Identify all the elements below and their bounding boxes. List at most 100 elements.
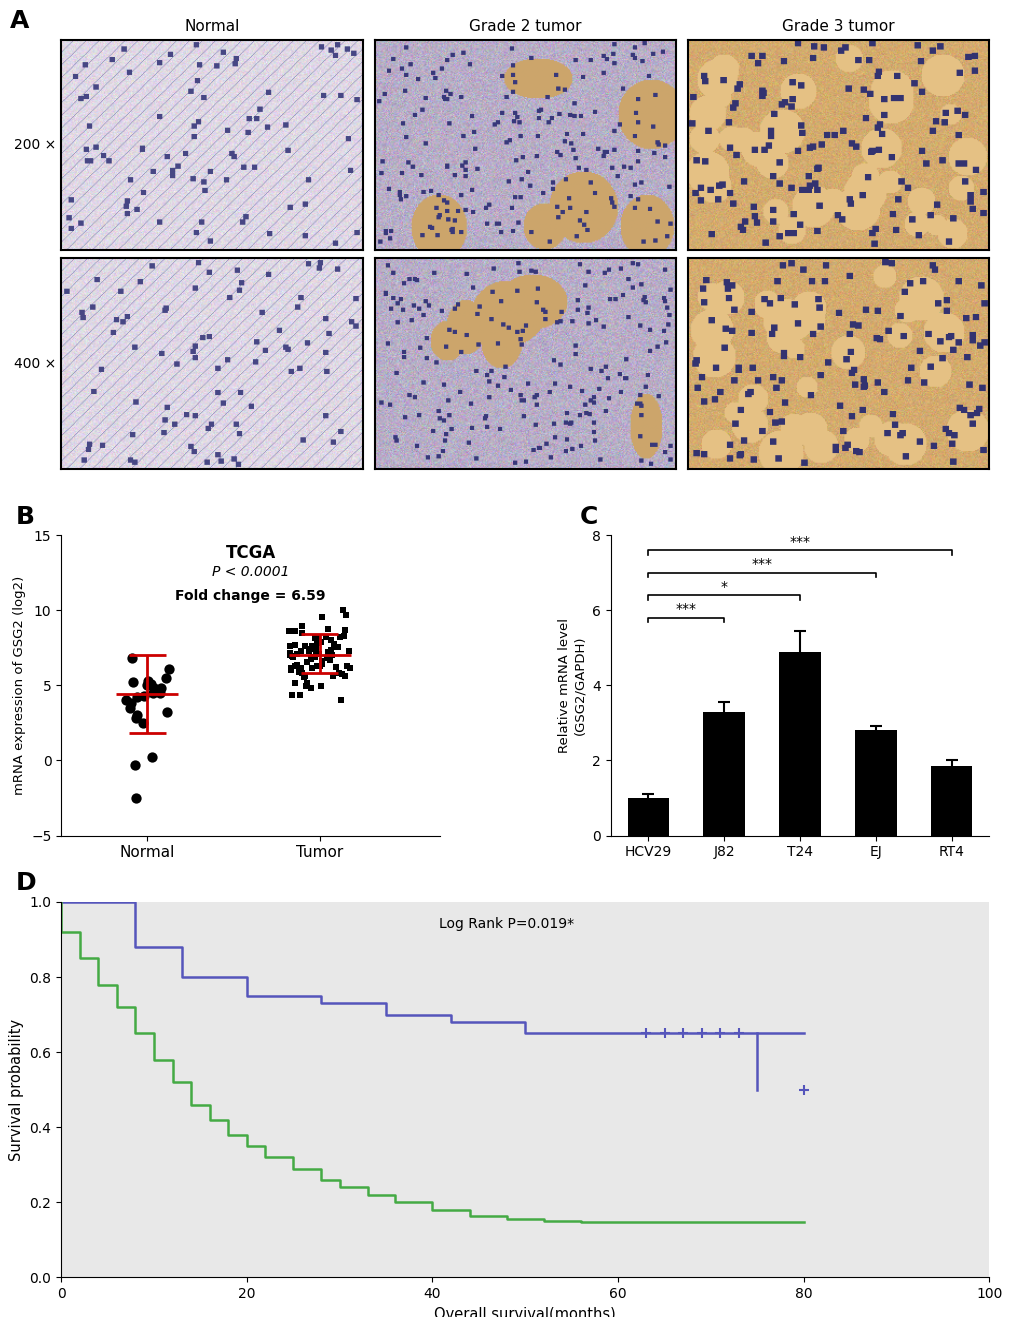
Point bbox=[146, 678, 162, 699]
Point bbox=[324, 665, 340, 686]
Bar bbox=[854, 731, 896, 835]
Point bbox=[329, 636, 345, 657]
Point bbox=[308, 626, 324, 647]
Point bbox=[334, 599, 351, 620]
Point bbox=[342, 657, 359, 678]
Point bbox=[299, 652, 315, 673]
Point bbox=[293, 662, 310, 684]
Point bbox=[288, 644, 305, 665]
Point bbox=[314, 607, 330, 628]
Point bbox=[340, 641, 357, 662]
Point bbox=[335, 626, 352, 647]
Point bbox=[296, 666, 312, 687]
Point bbox=[323, 644, 339, 665]
Point bbox=[123, 693, 140, 714]
Text: Normal: Normal bbox=[184, 20, 239, 34]
Point bbox=[303, 648, 319, 669]
Point bbox=[338, 656, 355, 677]
Point bbox=[311, 644, 327, 665]
Point bbox=[314, 651, 330, 672]
Text: Fold change = 6.59: Fold change = 6.59 bbox=[175, 589, 325, 603]
Point bbox=[303, 635, 319, 656]
Point bbox=[159, 702, 175, 723]
Text: 200 ×: 200 × bbox=[14, 138, 56, 151]
Text: P < 0.0001: P < 0.0001 bbox=[212, 565, 289, 579]
Point bbox=[121, 697, 138, 718]
Point bbox=[320, 647, 336, 668]
Point bbox=[127, 755, 144, 776]
Text: Grade 3 tumor: Grade 3 tumor bbox=[782, 20, 894, 34]
Text: D: D bbox=[15, 872, 36, 896]
Point bbox=[281, 620, 298, 641]
Point bbox=[309, 632, 325, 653]
Point bbox=[322, 630, 338, 651]
Bar bbox=[929, 766, 971, 835]
Point bbox=[282, 644, 299, 665]
Text: Grade 2 tumor: Grade 2 tumor bbox=[469, 20, 581, 34]
X-axis label: Overall survival(months): Overall survival(months) bbox=[434, 1306, 615, 1317]
Point bbox=[337, 605, 354, 626]
Point bbox=[314, 653, 330, 674]
Point bbox=[303, 677, 319, 698]
Text: Log Rank P=0.019*: Log Rank P=0.019* bbox=[439, 917, 574, 931]
Point bbox=[144, 747, 160, 768]
Point bbox=[312, 656, 328, 677]
Text: ***: *** bbox=[676, 602, 696, 616]
Point bbox=[330, 662, 346, 684]
Point bbox=[288, 655, 305, 676]
Point bbox=[304, 657, 320, 678]
Point bbox=[282, 657, 299, 678]
Point bbox=[292, 657, 309, 678]
Text: *: * bbox=[720, 579, 727, 594]
Y-axis label: Relative mRNA level
(GSG2/GAPDH): Relative mRNA level (GSG2/GAPDH) bbox=[557, 618, 586, 753]
Point bbox=[306, 647, 322, 668]
Point bbox=[322, 639, 338, 660]
Point bbox=[320, 641, 336, 662]
Point bbox=[293, 615, 310, 636]
Point bbox=[320, 618, 336, 639]
Point bbox=[325, 633, 341, 655]
Point bbox=[286, 620, 303, 641]
Text: A: A bbox=[10, 9, 30, 33]
Point bbox=[143, 673, 159, 694]
Point bbox=[319, 648, 335, 669]
Point bbox=[161, 658, 177, 680]
Text: B: B bbox=[15, 504, 35, 528]
Point bbox=[318, 627, 334, 648]
Bar bbox=[627, 798, 668, 835]
Point bbox=[151, 682, 167, 703]
Point bbox=[306, 647, 322, 668]
Point bbox=[305, 647, 321, 668]
Point bbox=[337, 666, 354, 687]
Point bbox=[283, 645, 300, 666]
Point bbox=[308, 641, 324, 662]
Point bbox=[286, 635, 303, 656]
Text: ***: *** bbox=[751, 557, 771, 572]
Point bbox=[313, 676, 329, 697]
Point bbox=[291, 685, 308, 706]
Point bbox=[299, 673, 315, 694]
Point bbox=[310, 656, 326, 677]
Text: 400 ×: 400 × bbox=[14, 357, 56, 370]
Text: C: C bbox=[580, 504, 598, 528]
Point bbox=[128, 705, 145, 726]
Point bbox=[283, 660, 300, 681]
Point bbox=[290, 661, 307, 682]
Y-axis label: mRNA expression of GSG2 (log2): mRNA expression of GSG2 (log2) bbox=[12, 576, 25, 795]
Point bbox=[287, 672, 304, 693]
Y-axis label: Survival probability: Survival probability bbox=[9, 1018, 23, 1160]
Point bbox=[140, 670, 156, 691]
Point bbox=[301, 640, 317, 661]
Point bbox=[297, 665, 313, 686]
Point bbox=[124, 672, 141, 693]
Point bbox=[127, 707, 144, 728]
Point bbox=[331, 627, 347, 648]
Text: ***: *** bbox=[789, 535, 810, 549]
Point bbox=[312, 631, 328, 652]
Point bbox=[145, 682, 161, 703]
Point bbox=[283, 685, 300, 706]
Point bbox=[287, 655, 304, 676]
Point bbox=[135, 712, 151, 734]
Point bbox=[292, 640, 309, 661]
Point bbox=[136, 685, 152, 706]
